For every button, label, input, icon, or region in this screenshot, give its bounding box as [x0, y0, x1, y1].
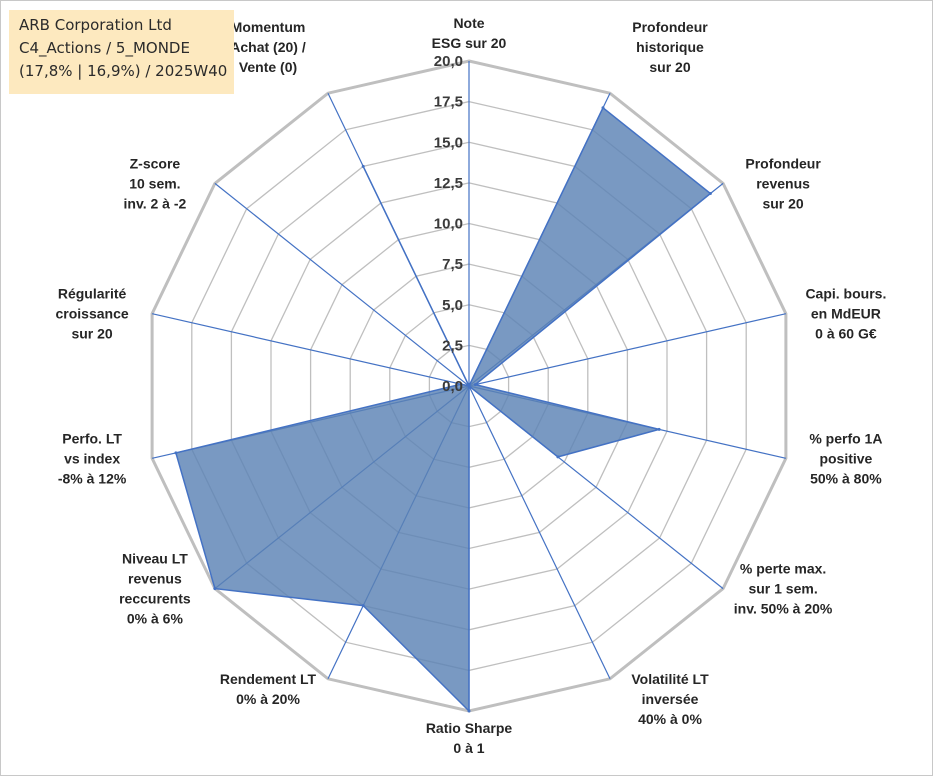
axis-label-line: -8% à 12%: [58, 470, 127, 486]
company-name: ARB Corporation Ltd: [19, 16, 172, 34]
axis-label-line: en MdEUR: [811, 306, 881, 322]
performance-week: (17,8% | 16,9%) / 2025W40: [19, 62, 228, 80]
data-point: [213, 587, 217, 591]
axis-label-line: Perfo. LT: [62, 430, 122, 446]
portfolio-category: C4_Actions / 5_MONDE: [19, 39, 190, 57]
tick-label: 15,0: [434, 134, 463, 151]
axis-spoke: [468, 385, 611, 680]
axis-label-line: sur 20: [649, 59, 690, 75]
axis-label-line: % perfo 1A: [809, 430, 882, 446]
axis-label-line: Volatilité LT: [631, 671, 709, 687]
data-point: [657, 427, 661, 431]
axis-label: Capi. bours. en MdEUR 0 à 60 G€: [805, 286, 886, 342]
axis-label: % perte max. sur 1 sem. inv. 50% à 20%: [734, 561, 833, 617]
axis-label-line: inv. 50% à 20%: [734, 601, 833, 617]
axis-label: % perfo 1A positive 50% à 80%: [809, 430, 882, 486]
axis-label-line: sur 20: [762, 195, 803, 211]
axis-label-line: sur 20: [71, 326, 112, 342]
axis-label-line: reccurents: [119, 591, 191, 607]
data-point: [459, 382, 463, 386]
axis-label-line: 40% à 0%: [638, 711, 702, 727]
axis-label: Volatilité LT inversée 40% à 0%: [631, 671, 709, 727]
axis-label-line: Z-score: [130, 155, 181, 171]
axis-label: Note ESG sur 20: [432, 15, 507, 51]
axis-label: Profondeur historique sur 20: [632, 19, 708, 75]
tick-label: 5,0: [442, 297, 463, 314]
axis-label-line: Profondeur: [745, 155, 821, 171]
axis-label-line: revenus: [756, 175, 810, 191]
tick-label: 10,0: [434, 216, 463, 233]
axis-label-line: Ratio Sharpe: [426, 720, 513, 736]
data-point: [601, 106, 605, 110]
axis-label-line: Momentum: [231, 19, 306, 35]
data-point: [708, 192, 712, 195]
info-box: ARB Corporation Ltd C4_Actions / 5_MONDE…: [9, 10, 234, 94]
axis-label: Momentum Achat (20) / Vente (0): [230, 19, 306, 75]
axis-label-line: Note: [453, 15, 484, 31]
data-point: [361, 604, 365, 608]
axis-label-line: Régularité: [58, 286, 127, 302]
axis-label-line: Profondeur: [632, 19, 708, 35]
tick-label: 20,0: [434, 53, 463, 70]
radar-series: [174, 106, 712, 713]
data-point: [556, 455, 560, 459]
tick-label: 7,5: [442, 256, 463, 273]
data-point: [467, 709, 471, 713]
axis-label-line: revenus: [128, 571, 182, 587]
axis-label-line: 0% à 6%: [127, 611, 184, 627]
axis-label-line: inv. 2 à -2: [124, 195, 187, 211]
axis-label-line: Capi. bours.: [805, 286, 886, 302]
axis-label: Profondeur revenus sur 20: [745, 155, 821, 211]
axis-label-line: 0% à 20%: [236, 691, 300, 707]
axis-label-line: Vente (0): [239, 59, 297, 75]
axis-label-line: sur 1 sem.: [748, 581, 817, 597]
axis-spoke: [468, 313, 787, 387]
axis-label-line: historique: [636, 39, 704, 55]
tick-label: 0,0: [442, 378, 463, 395]
axis-label-line: % perte max.: [740, 561, 826, 577]
axis-label: Régularité croissance sur 20: [56, 286, 129, 342]
axis-label-line: vs index: [64, 450, 120, 466]
axis-label-line: croissance: [56, 306, 129, 322]
data-point: [361, 164, 365, 168]
axis-label-line: Rendement LT: [220, 671, 317, 687]
axis-label-line: inversée: [642, 691, 699, 707]
radar-axis-labels: Note ESG sur 20 Profondeur historique sur 20…: [56, 15, 887, 756]
axis-spoke: [214, 182, 470, 387]
data-point: [467, 384, 471, 388]
axis-label: Perfo. LT vs index -8% à 12%: [58, 430, 127, 486]
axis-label: Ratio Sharpe 0 à 1: [426, 720, 513, 756]
axis-label: Z-score 10 sem. inv. 2 à -2: [124, 155, 187, 211]
axis-label-line: positive: [819, 450, 872, 466]
data-point: [473, 383, 477, 387]
axis-label-line: 0 à 60 G€: [815, 326, 877, 342]
axis-label: Rendement LT 0% à 20%: [220, 671, 317, 707]
axis-label: Niveau LT revenus reccurents 0% à 6%: [119, 551, 191, 627]
axis-label-line: 50% à 80%: [810, 470, 882, 486]
data-point: [174, 451, 178, 455]
tick-label: 2,5: [442, 337, 463, 354]
axis-spoke: [151, 313, 470, 387]
axis-label-line: Achat (20) /: [230, 39, 306, 55]
tick-label: 12,5: [434, 175, 463, 192]
axis-label-line: Niveau LT: [122, 551, 188, 567]
radar-tick-labels: 0,0 2,5 5,0 7,5 10,0 12,5 15,0 17,5 20,0: [434, 53, 463, 395]
axis-label-line: ESG sur 20: [432, 35, 507, 51]
axis-label-line: 10 sem.: [129, 175, 180, 191]
tick-label: 17,5: [434, 94, 463, 111]
axis-label-line: 0 à 1: [453, 740, 484, 756]
